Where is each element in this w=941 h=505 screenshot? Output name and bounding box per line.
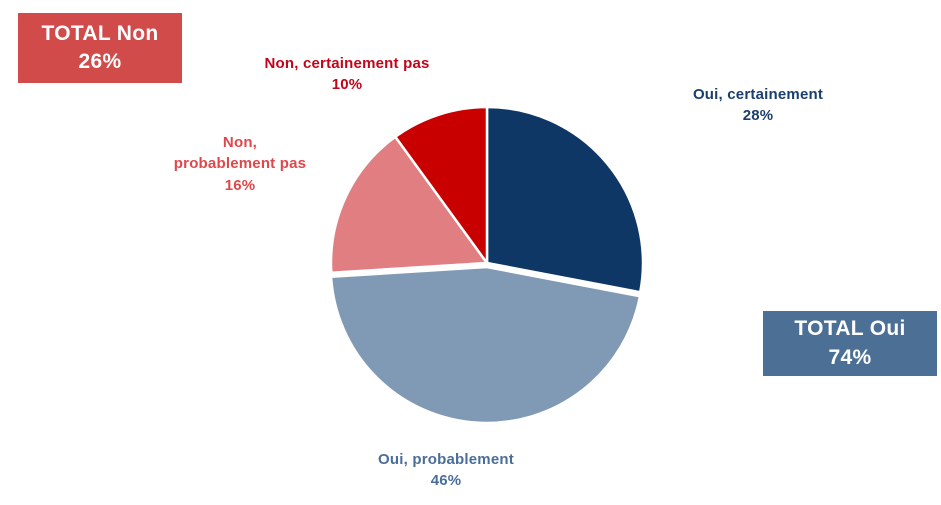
slice-value: 46%: [430, 472, 462, 490]
pie-slice-oui-certainement: [485, 105, 645, 294]
label-oui-certainement: Oui, certainement 28%: [633, 84, 883, 127]
pie-slice-non-probablement-pas: [329, 135, 489, 275]
pie-slice-oui-probablement: [329, 265, 642, 425]
slice-value: 16%: [224, 176, 256, 194]
total-non-badge: TOTAL Non 26%: [18, 13, 182, 83]
total-oui-value: 74%: [828, 345, 872, 369]
pie-slice-non-certainement-pas: [394, 105, 489, 265]
slice-label: Non, certainement pas: [264, 55, 430, 72]
slice-value: 10%: [331, 76, 363, 94]
slice-value: 28%: [742, 107, 774, 125]
pie-slices: [329, 105, 645, 425]
total-non-label: TOTAL Non: [41, 21, 159, 45]
total-non-value: 26%: [78, 50, 122, 73]
total-oui-badge: TOTAL Oui 74%: [763, 311, 937, 376]
label-non-probablement-pas: Non, probablement pas 16%: [120, 132, 360, 196]
total-oui-label: TOTAL Oui: [794, 317, 906, 341]
label-oui-probablement: Oui, probablement 46%: [321, 449, 571, 492]
slice-label: Non,: [222, 134, 258, 151]
label-non-certainement-pas: Non, certainement pas 10%: [222, 53, 472, 96]
slice-label: Oui, certainement: [692, 86, 824, 103]
slice-label: Oui, probablement: [378, 451, 514, 468]
slice-label: probablement pas: [173, 155, 307, 173]
